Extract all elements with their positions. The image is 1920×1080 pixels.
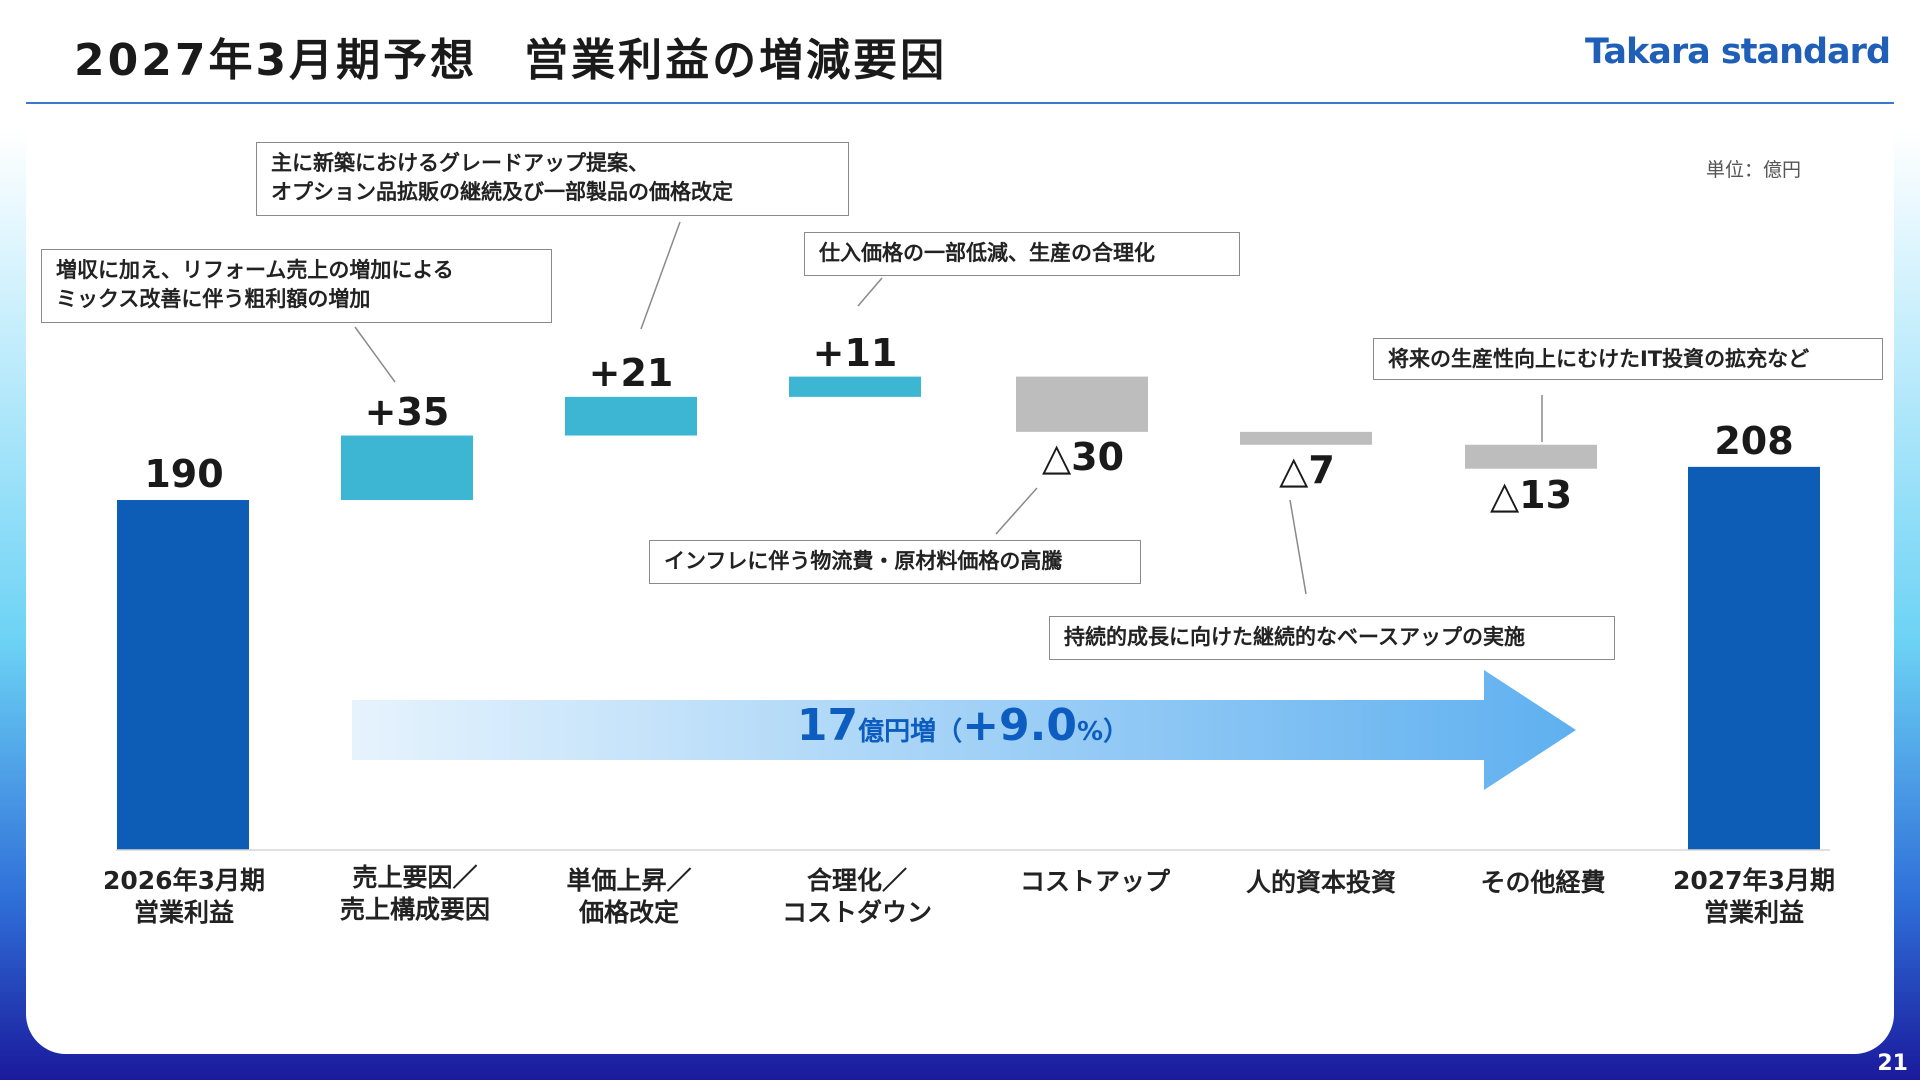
callout-it-investment: 将来の生産性向上にむけたIT投資の拡充など [1373,338,1883,380]
increase-percent: +9.0 [962,700,1077,751]
company-logo: Takara standard [1584,32,1891,72]
category-label: 売上要因／ 売上構成要因 [339,863,490,924]
decrease-bar [1240,431,1372,445]
decrease-bar [1465,444,1597,469]
value-label: △13 [1489,473,1573,517]
callout-connectors [354,221,1543,595]
category-label: 人的資本投資 [1245,868,1396,897]
page-number: 21 [1877,1051,1908,1076]
total-bar [1688,466,1820,850]
callout-base-up: 持続的成長に向けた継続的なベースアップの実施 [1049,616,1615,660]
increase-bar [565,396,697,436]
callout-connector [995,487,1038,535]
callout-sales-factor: 増収に加え、リフォーム売上の増加による ミックス改善に伴う粗利額の増加 [41,249,552,323]
callout-connector [857,277,883,307]
value-label: +35 [364,390,450,434]
percent-sign: % [1077,717,1104,747]
increase-bar [789,376,921,397]
callout-connector [354,326,396,383]
category-label: コストアップ [1019,867,1170,896]
callout-price-revision: 主に新築におけるグレードアップ提案、 オプション品拡販の継続及び一部製品の価格改… [256,142,849,216]
title-divider [26,102,1894,104]
value-label: △30 [1041,435,1125,479]
value-label: 190 [144,452,224,496]
callout-connector [640,221,681,330]
callout-connector [1289,499,1307,595]
decrease-bar [1016,376,1148,432]
close-paren: ） [1103,717,1130,747]
increase-amount: 17 [796,700,859,751]
value-label: +21 [588,351,674,395]
page-title: 2027年3月期予想 営業利益の増減要因 [74,35,948,86]
chart-bars [117,376,1820,850]
category-label: 合理化／ コストダウン [781,866,932,927]
increase-bar [341,435,473,501]
callout-inflation: インフレに伴う物流費・原材料価格の高騰 [649,540,1141,584]
callout-cost-down: 仕入価格の一部低減、生産の合理化 [804,232,1240,276]
value-label: +11 [812,331,898,375]
increase-unit: 億円増 [858,717,937,747]
value-label: 208 [1714,419,1794,463]
summary-arrow-label: 17億円増（+9.0%） [352,700,1574,751]
category-label: その他経費 [1480,868,1606,897]
unit-label: 単位：億円 [1706,159,1802,181]
category-label: 2027年3月期 営業利益 [1673,866,1835,927]
category-label: 2026年3月期 営業利益 [103,866,265,927]
value-label: △7 [1279,448,1335,492]
summary-arrow [352,670,1576,790]
category-label: 単価上昇／ 価格改定 [566,866,692,927]
open-paren: （ [936,717,963,747]
total-bar [117,500,249,850]
